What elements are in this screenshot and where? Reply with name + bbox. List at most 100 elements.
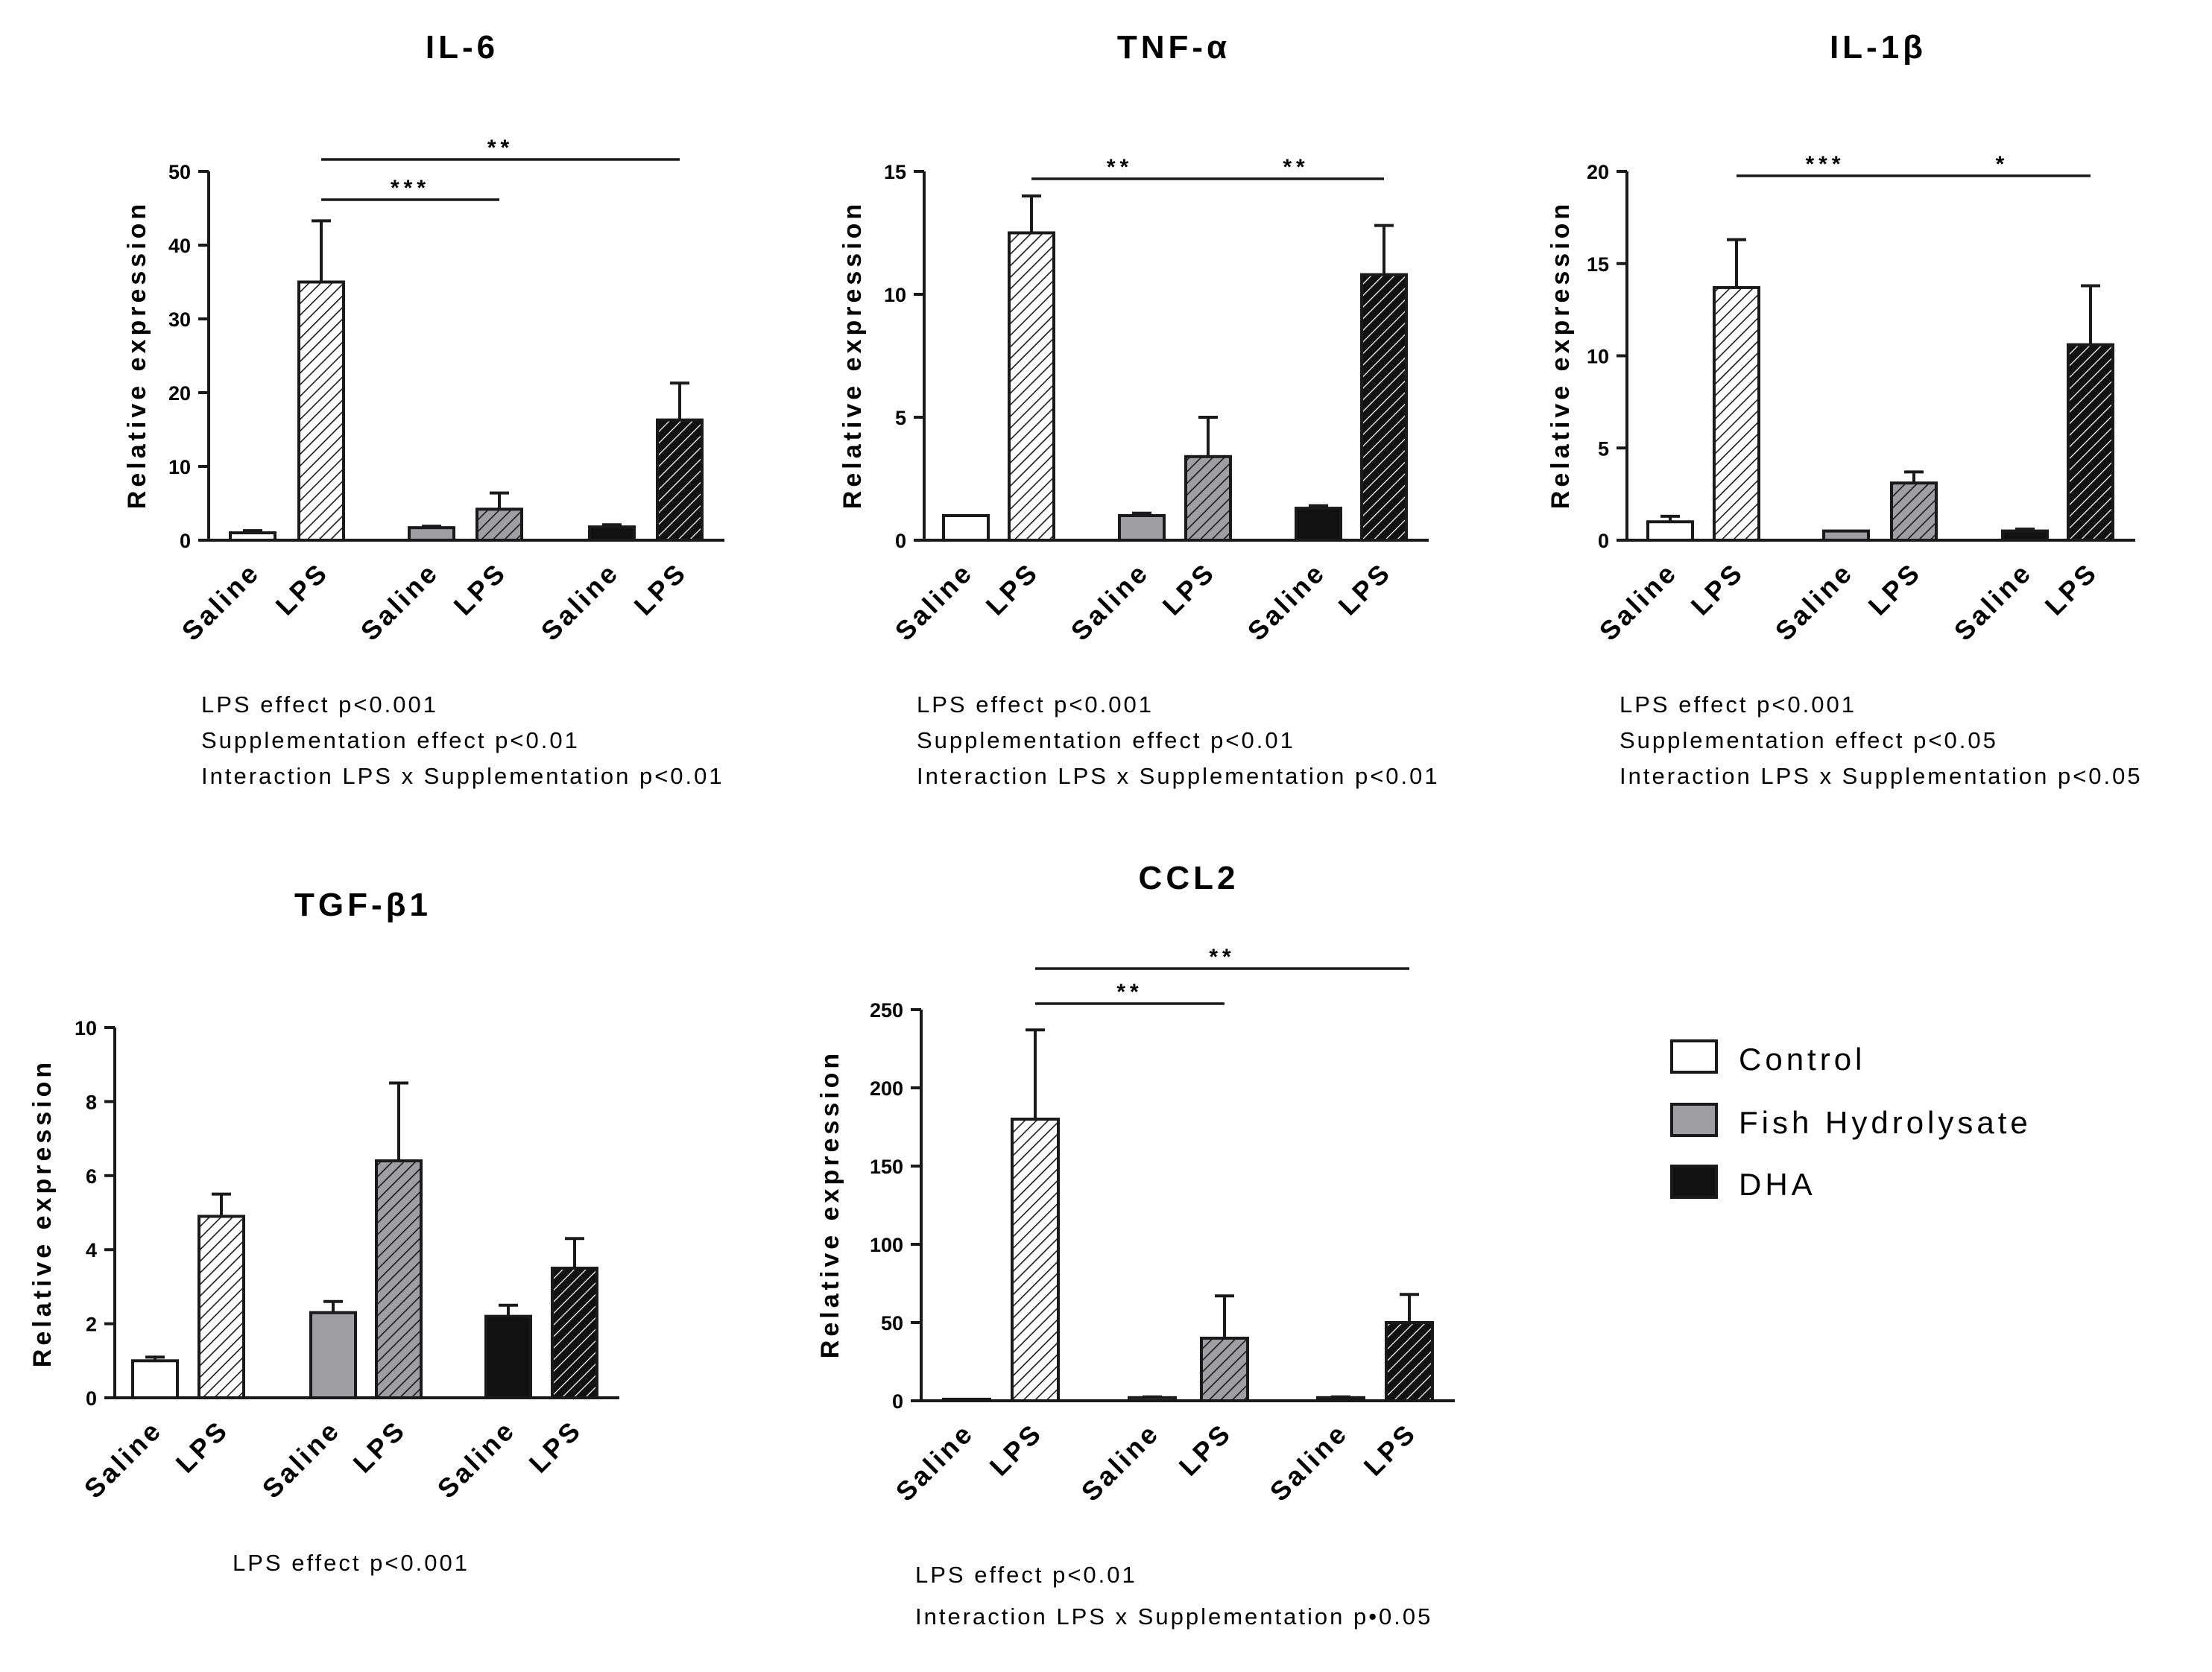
bar-dha-lps — [2067, 343, 2114, 542]
stat-note: LPS effect p<0.001 — [201, 691, 438, 718]
x-category-label: Saline — [1593, 557, 1684, 647]
legend-label-control: Control — [1739, 1042, 1865, 1077]
panel-il1-beta: IL-1β Relative expression 0 5 10 15 20 Saline… — [1546, 29, 2143, 789]
significance-stars: ** — [1209, 945, 1235, 969]
stat-note: Interaction LPS x Supplementation p<0.01 — [917, 763, 1440, 789]
stat-note: LPS effect p<0.01 — [915, 1562, 1137, 1588]
chart-title: TGF-β1 — [294, 887, 432, 923]
panel-il6: IL-6 Relative expression 0 10 20 30 40 50 Sali… — [123, 29, 724, 789]
bar-fish-saline — [309, 1311, 357, 1399]
x-category-label: LPS — [270, 557, 335, 621]
legend-label-dha: DHA — [1739, 1167, 1816, 1202]
x-category-label: LPS — [1862, 557, 1927, 621]
y-tick-label: 5 — [1598, 437, 1609, 460]
bar-dha-saline — [2001, 529, 2049, 542]
bar-dha-saline — [1295, 507, 1342, 542]
x-category-label: LPS — [347, 1414, 412, 1479]
x-category-label: LPS — [628, 557, 693, 621]
stat-note: Supplementation effect p<0.01 — [917, 727, 1295, 753]
bar-fish-lps — [1184, 455, 1232, 542]
x-category-label: Saline — [1769, 557, 1859, 647]
x-category-label: Saline — [889, 557, 979, 647]
y-tick-label: 10 — [884, 284, 906, 306]
stat-note: Interaction LPS x Supplementation p<0.05 — [1619, 763, 2143, 789]
bar-control-saline — [229, 531, 276, 542]
panel-ccl2: CCL2 Relative expression 0 50 100 150 200 250… — [816, 860, 1455, 1630]
y-tick-label: 8 — [86, 1091, 97, 1113]
y-tick-label: 0 — [86, 1387, 97, 1410]
y-tick-label: 250 — [870, 999, 903, 1022]
y-tick-label: 15 — [884, 161, 906, 183]
chart-title: TNF-α — [1117, 29, 1230, 66]
y-tick-label: 4 — [86, 1239, 97, 1261]
y-tick-label: 50 — [168, 161, 191, 183]
legend-swatch-fish-hydrolysate — [1670, 1103, 1718, 1137]
x-category-label: Saline — [535, 557, 625, 647]
y-axis-label: Relative expression — [838, 200, 867, 509]
x-category-label: Saline — [355, 557, 445, 647]
bar-control-lps — [197, 1215, 245, 1399]
y-tick-label: 5 — [895, 407, 906, 429]
stat-note: LPS effect p<0.001 — [917, 691, 1154, 718]
bar-fish-saline — [1822, 529, 1870, 542]
x-category-label: LPS — [1157, 557, 1222, 621]
x-category-label: Saline — [890, 1417, 980, 1507]
legend-swatch-dha — [1670, 1165, 1718, 1199]
bar-control-saline — [131, 1359, 179, 1400]
x-category-label: Saline — [1075, 1417, 1166, 1507]
panel-tgf-beta1: TGF-β1 Relative expression 0 2 4 6 8 10 Saline… — [28, 887, 619, 1576]
bar-dha-lps — [656, 418, 704, 542]
x-category-label: Saline — [78, 1414, 168, 1504]
y-tick-label: 200 — [870, 1077, 903, 1100]
bar-control-saline — [942, 514, 990, 542]
bar-dha-saline — [484, 1314, 532, 1400]
x-category-label: LPS — [1685, 557, 1750, 621]
x-category-label: Saline — [432, 1414, 522, 1504]
bar-dha-lps — [1360, 273, 1408, 542]
y-tick-label: 0 — [895, 530, 906, 552]
x-category-label: Saline — [1242, 557, 1332, 647]
legend-label-fish-hydrolysate: Fish Hydrolysate — [1739, 1105, 2032, 1140]
significance-stars: ** — [487, 136, 514, 160]
y-tick-label: 20 — [1587, 161, 1609, 183]
y-tick-label: 0 — [180, 530, 191, 552]
y-tick-label: 10 — [75, 1017, 97, 1039]
y-axis-label: Relative expression — [28, 1059, 57, 1367]
significance-stars: ** — [1283, 155, 1309, 180]
legend: Control Fish Hydrolysate DHA — [1670, 1039, 2032, 1202]
bar-control-lps — [1713, 285, 1760, 542]
x-category-label: LPS — [2039, 557, 2104, 621]
bar-fish-lps — [375, 1159, 423, 1400]
y-tick-label: 20 — [168, 382, 191, 405]
stat-note: Interaction LPS x Supplementation p•0.05 — [915, 1603, 1432, 1630]
y-axis-label: Relative expression — [1546, 200, 1575, 509]
bar-control-lps — [297, 280, 345, 542]
x-category-label: LPS — [1358, 1417, 1423, 1482]
y-tick-label: 0 — [1598, 530, 1609, 552]
y-tick-label: 0 — [892, 1390, 903, 1413]
significance-stars: *** — [391, 176, 430, 200]
stat-note: Supplementation effect p<0.01 — [201, 727, 580, 753]
bar-control-lps — [1011, 1118, 1060, 1402]
x-category-label: LPS — [1333, 557, 1397, 621]
chart-title: IL-1β — [1830, 29, 1927, 66]
y-tick-label: 100 — [870, 1234, 903, 1256]
chart-title: CCL2 — [1139, 860, 1239, 896]
bar-fish-lps — [1890, 481, 1938, 542]
x-category-label: LPS — [523, 1414, 588, 1479]
x-category-label: LPS — [448, 557, 513, 621]
y-tick-label: 50 — [881, 1312, 903, 1334]
bar-dha-lps — [1385, 1321, 1434, 1402]
y-tick-label: 30 — [168, 308, 191, 331]
x-category-label: Saline — [256, 1414, 347, 1504]
legend-swatch-control — [1670, 1039, 1718, 1074]
x-category-label: LPS — [980, 557, 1045, 621]
stat-note: LPS effect p<0.001 — [1619, 691, 1856, 718]
bar-dha-saline — [588, 525, 636, 542]
x-category-label: Saline — [1065, 557, 1155, 647]
x-category-label: Saline — [176, 557, 266, 647]
significance-stars: ** — [1107, 155, 1133, 180]
y-tick-label: 10 — [1587, 346, 1609, 368]
x-category-label: LPS — [170, 1414, 235, 1479]
